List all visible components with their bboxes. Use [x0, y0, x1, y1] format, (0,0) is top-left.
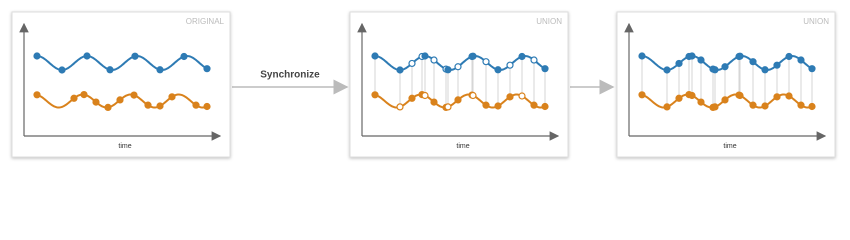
point [518, 52, 526, 61]
point [638, 52, 646, 60]
point [469, 52, 477, 60]
point [130, 91, 138, 99]
panel: UNION time [349, 11, 569, 158]
point [408, 59, 416, 68]
point [773, 93, 781, 101]
point [421, 91, 429, 100]
point [430, 56, 438, 64]
point [663, 103, 671, 111]
point [454, 63, 462, 71]
point [797, 101, 805, 109]
point [156, 66, 164, 74]
panel-label: UNION [536, 17, 562, 26]
point [638, 91, 646, 99]
point [761, 102, 769, 110]
point [33, 52, 41, 60]
point [697, 98, 705, 106]
point [736, 52, 744, 60]
panel-label: UNION [803, 17, 829, 26]
point [33, 91, 41, 99]
point [396, 66, 404, 74]
point [541, 102, 549, 111]
point [494, 102, 502, 110]
point [482, 101, 490, 109]
arrow-label: Synchronize [260, 70, 320, 81]
panel-frame [11, 11, 231, 158]
diagram: Synchronize ORIGINAL time UNION time UNION ti… [11, 11, 836, 158]
point [168, 93, 176, 101]
point [711, 103, 719, 111]
axis-label: time [456, 143, 469, 150]
point [106, 66, 114, 74]
point [494, 66, 502, 74]
point [131, 52, 139, 60]
point [430, 98, 438, 106]
point [530, 101, 538, 109]
point [697, 56, 705, 64]
point [70, 94, 78, 102]
panel-frame [616, 11, 836, 158]
point [749, 101, 757, 109]
point [180, 52, 188, 61]
point [58, 66, 66, 74]
point [688, 52, 696, 60]
point [736, 91, 744, 100]
point [203, 65, 211, 73]
point [721, 96, 729, 104]
point [92, 98, 100, 106]
point [192, 101, 200, 109]
point [785, 92, 793, 100]
point [444, 103, 452, 111]
point [469, 91, 477, 100]
point [773, 61, 781, 69]
panel-frame [349, 11, 569, 158]
point [506, 93, 514, 101]
point [444, 66, 452, 74]
point [808, 65, 816, 73]
point [675, 59, 683, 68]
point [144, 101, 152, 109]
panel: UNION time [616, 11, 836, 158]
point [83, 52, 91, 60]
point [203, 102, 211, 111]
point [785, 52, 793, 61]
point [675, 94, 683, 102]
point [454, 96, 462, 104]
point [797, 56, 805, 64]
axis-label: time [723, 143, 736, 150]
point [116, 96, 124, 104]
point [371, 91, 379, 99]
point [506, 61, 514, 69]
point [530, 56, 538, 64]
point [421, 52, 429, 60]
panel: ORIGINAL time [11, 11, 231, 158]
panel-label: ORIGINAL [186, 17, 225, 26]
point [541, 65, 549, 73]
point [721, 63, 729, 71]
point [688, 91, 696, 100]
point [663, 66, 671, 74]
point [104, 103, 112, 112]
point [518, 92, 526, 100]
point [80, 90, 88, 99]
point [482, 58, 490, 66]
point [749, 58, 757, 66]
point [156, 102, 164, 110]
point [371, 52, 379, 60]
point [408, 94, 416, 102]
point [711, 66, 719, 74]
point [761, 66, 769, 74]
point [808, 102, 816, 111]
point [396, 103, 404, 111]
axis-label: time [118, 143, 131, 150]
